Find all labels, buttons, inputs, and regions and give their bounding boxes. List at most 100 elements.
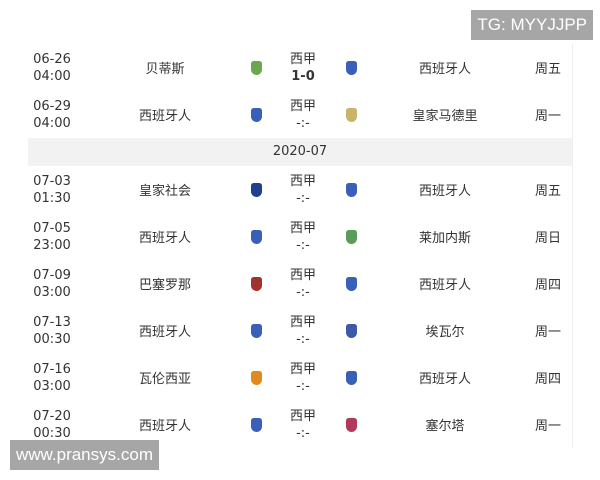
match-date: 07-20: [33, 408, 71, 424]
match-info[interactable]: 西甲 1-0: [278, 44, 328, 91]
home-team-crest-icon: [250, 417, 262, 432]
match-row[interactable]: 07-20 00:30 西班牙人 西甲 -:- 塞尔塔 周一: [28, 401, 572, 448]
match-row[interactable]: 07-13 00:30 西班牙人 西甲 -:- 埃瓦尔 周一: [28, 307, 572, 354]
away-team-crest-icon: [345, 229, 357, 244]
match-info[interactable]: 西甲 -:-: [278, 213, 328, 260]
away-team-crest-icon: [345, 60, 357, 75]
home-team[interactable]: 巴塞罗那: [138, 278, 191, 293]
league: 西甲: [289, 314, 316, 330]
match-date: 06-26: [33, 51, 71, 67]
match-info[interactable]: 西甲 -:-: [278, 401, 328, 448]
away-team[interactable]: 西班牙人: [418, 184, 471, 199]
match-date: 07-05: [33, 220, 71, 236]
weekday: 周五: [534, 184, 561, 199]
match-time: 00:30: [33, 425, 71, 441]
match-datetime: 07-16 03:00: [32, 354, 72, 401]
match-time: 03:00: [33, 378, 71, 394]
match-info[interactable]: 西甲 -:-: [278, 307, 328, 354]
score: -:-: [296, 284, 310, 300]
match-time: 03:00: [33, 284, 71, 300]
home-team[interactable]: 贝蒂斯: [145, 62, 185, 77]
score: -:-: [296, 378, 310, 394]
match-info[interactable]: 西甲 -:-: [278, 260, 328, 307]
match-date: 07-13: [33, 314, 71, 330]
month-header: 2020-07: [28, 138, 572, 166]
match-date: 07-09: [33, 267, 71, 283]
match-datetime: 07-03 01:30: [32, 166, 72, 213]
league: 西甲: [289, 361, 316, 377]
match-date: 07-03: [33, 173, 71, 189]
match-datetime: 07-20 00:30: [32, 401, 72, 448]
weekday: 周四: [534, 278, 561, 293]
weekday: 周四: [534, 372, 561, 387]
match-row[interactable]: 07-09 03:00 巴塞罗那 西甲 -:- 西班牙人 周四: [28, 260, 572, 307]
home-team[interactable]: 西班牙人: [138, 419, 191, 434]
score: -:-: [296, 115, 310, 131]
match-datetime: 06-26 04:00: [32, 44, 72, 91]
match-time: 04:00: [33, 115, 71, 131]
league: 西甲: [289, 98, 316, 114]
away-team[interactable]: 西班牙人: [418, 278, 471, 293]
match-row[interactable]: 06-29 04:00 西班牙人 西甲 -:- 皇家马德里 周一: [28, 91, 572, 138]
score: -:-: [296, 237, 310, 253]
home-team[interactable]: 西班牙人: [138, 325, 191, 340]
match-row[interactable]: 07-03 01:30 皇家社会 西甲 -:- 西班牙人 周五: [28, 166, 572, 213]
match-date: 06-29: [33, 98, 71, 114]
match-date: 07-16: [33, 361, 71, 377]
home-team-crest-icon: [250, 276, 262, 291]
watermark-top: TG: MYYJJPP: [471, 10, 593, 40]
home-team-crest-icon: [250, 107, 262, 122]
home-team[interactable]: 瓦伦西亚: [138, 372, 191, 387]
fixtures-table: 06-26 04:00 贝蒂斯 西甲 1-0 西班牙人 周五 06-29 04:00 …: [28, 44, 573, 448]
away-team-crest-icon: [345, 370, 357, 385]
weekday: 周五: [534, 62, 561, 77]
match-info[interactable]: 西甲 -:-: [278, 91, 328, 138]
away-team-crest-icon: [345, 107, 357, 122]
match-time: 00:30: [33, 331, 71, 347]
score: 1-0: [291, 68, 315, 84]
away-team[interactable]: 西班牙人: [418, 372, 471, 387]
league: 西甲: [289, 173, 316, 189]
match-info[interactable]: 西甲 -:-: [278, 354, 328, 401]
home-team-crest-icon: [250, 370, 262, 385]
away-team-crest-icon: [345, 182, 357, 197]
weekday: 周一: [534, 109, 561, 124]
away-team[interactable]: 西班牙人: [418, 62, 471, 77]
league: 西甲: [289, 267, 316, 283]
match-datetime: 06-29 04:00: [32, 91, 72, 138]
home-team[interactable]: 西班牙人: [138, 109, 191, 124]
match-datetime: 07-13 00:30: [32, 307, 72, 354]
away-team[interactable]: 塞尔塔: [425, 419, 465, 434]
home-team[interactable]: 皇家社会: [138, 184, 191, 199]
score: -:-: [296, 331, 310, 347]
watermark-bottom: www.pransys.com: [10, 440, 159, 470]
match-datetime: 07-09 03:00: [32, 260, 72, 307]
away-team[interactable]: 莱加内斯: [418, 231, 471, 246]
weekday: 周日: [534, 231, 561, 246]
away-team-crest-icon: [345, 417, 357, 432]
away-team-crest-icon: [345, 276, 357, 291]
away-team[interactable]: 皇家马德里: [412, 109, 478, 124]
away-team-crest-icon: [345, 323, 357, 338]
match-row[interactable]: 07-16 03:00 瓦伦西亚 西甲 -:- 西班牙人 周四: [28, 354, 572, 401]
match-row[interactable]: 07-05 23:00 西班牙人 西甲 -:- 莱加内斯 周日: [28, 213, 572, 260]
match-datetime: 07-05 23:00: [32, 213, 72, 260]
home-team-crest-icon: [250, 60, 262, 75]
home-team-crest-icon: [250, 182, 262, 197]
home-team-crest-icon: [250, 323, 262, 338]
match-info[interactable]: 西甲 -:-: [278, 166, 328, 213]
weekday: 周一: [534, 325, 561, 340]
weekday: 周一: [534, 419, 561, 434]
league: 西甲: [289, 51, 316, 67]
match-time: 04:00: [33, 68, 71, 84]
home-team[interactable]: 西班牙人: [138, 231, 191, 246]
match-time: 01:30: [33, 190, 71, 206]
league: 西甲: [289, 220, 316, 236]
score: -:-: [296, 425, 310, 441]
match-row[interactable]: 06-26 04:00 贝蒂斯 西甲 1-0 西班牙人 周五: [28, 44, 572, 91]
match-time: 23:00: [33, 237, 71, 253]
league: 西甲: [289, 408, 316, 424]
score: -:-: [296, 190, 310, 206]
away-team[interactable]: 埃瓦尔: [425, 325, 465, 340]
home-team-crest-icon: [250, 229, 262, 244]
